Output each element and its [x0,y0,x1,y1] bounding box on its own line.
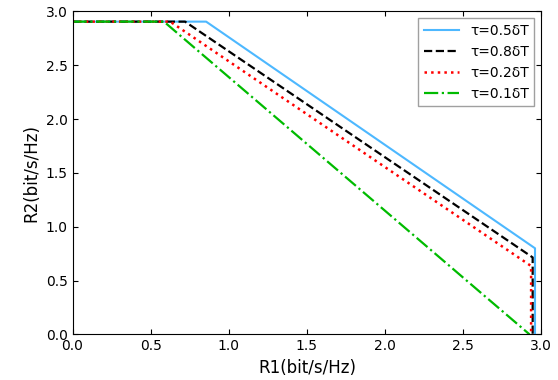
τ=0.1δT [69,19,76,24]
τ=0.8δT [182,19,189,24]
Line: τ=0.1δT: τ=0.1δT [73,22,530,334]
τ=0.1δT [161,19,167,24]
Line: τ=0.8δT: τ=0.8δT [73,22,533,334]
X-axis label: R1(bit/s/Hz): R1(bit/s/Hz) [258,359,356,377]
τ=0.8δT [530,255,536,260]
τ=0.8δT [69,19,76,24]
Line: τ=0.2δT: τ=0.2δT [73,22,531,334]
τ=0.5δT [532,332,538,337]
τ=0.1δT [526,332,533,337]
τ=0.2δT [167,19,174,24]
Legend: τ=0.5δT, τ=0.8δT, τ=0.2δT, τ=0.1δT: τ=0.5δT, τ=0.8δT, τ=0.2δT, τ=0.1δT [418,18,535,106]
τ=0.5δT [69,19,76,24]
τ=0.5δT [203,19,209,24]
τ=0.5δT [532,246,538,250]
Y-axis label: R2(bit/s/Hz): R2(bit/s/Hz) [22,124,40,222]
τ=0.2δT [528,264,535,268]
Line: τ=0.5δT: τ=0.5δT [73,22,535,334]
τ=0.2δT [528,332,535,337]
τ=0.8δT [530,332,536,337]
τ=0.1δT [526,332,533,337]
τ=0.2δT [69,19,76,24]
